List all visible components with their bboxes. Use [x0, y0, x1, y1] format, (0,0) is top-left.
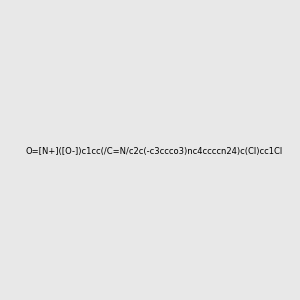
Text: O=[N+]([O-])c1cc(/C=N/c2c(-c3ccco3)nc4ccccn24)c(Cl)cc1Cl: O=[N+]([O-])c1cc(/C=N/c2c(-c3ccco3)nc4cc… — [25, 147, 282, 156]
